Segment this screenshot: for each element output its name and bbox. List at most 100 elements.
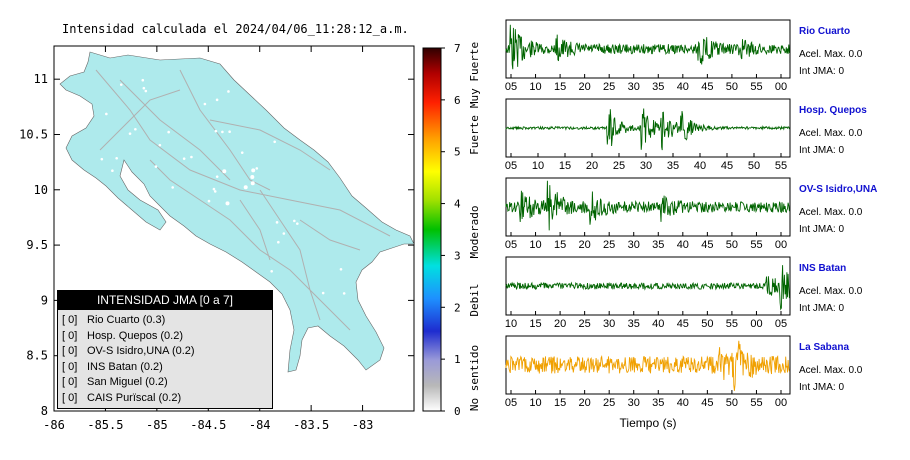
waveform-tick-label: 15 [554,81,566,93]
waveform-tick-label: 05 [505,239,517,251]
int-jma-label: Int JMA: 0 [799,224,844,235]
colorbar-tick-label: 2 [454,301,461,314]
waveform-tick-label: 20 [579,397,591,409]
city-marker [347,120,350,123]
city-marker [141,78,145,82]
waveform-tick-label: 50 [726,239,738,251]
map-y-tick-label: 9 [41,293,48,307]
waveform-tick-label: 30 [603,318,615,330]
waveform-tick-label: 05 [505,81,517,93]
waveform-tick-label: 05 [505,397,517,409]
waveform-panels: 05 10 15 20 25 30 35 40 45 50 55 00 Rio Cuarto Acel. … [505,19,877,409]
waveform-tick-label: 40 [694,160,706,172]
city-marker [342,292,346,295]
waveform-tick-label: 40 [677,397,689,409]
costa-rica-land [59,51,414,373]
intensity-colorbar: 7 6 5 4 3 2 1 0 Muy Fuerte Fuerte Moderado Debil No… [422,42,481,418]
waveform-trace [505,108,790,151]
colorbar-tick-label: 5 [454,146,461,159]
city-marker [138,248,142,252]
waveform-tick-label: 10 [532,160,544,172]
city-marker [304,108,307,112]
legend-item-level: [ 0] [62,376,78,389]
city-marker [128,132,132,135]
int-jma-label: Int JMA: 0 [799,145,844,156]
legend-item-label: CAIS Purïscal (0.2) [87,391,182,404]
waveform-xlabel: Tiempo (s) [620,416,677,430]
colorbar-category-label: Fuerte [468,115,481,155]
waveform-tick-label: 35 [652,397,664,409]
colorbar-category-label: Muy Fuerte [468,42,481,108]
waveform-tick-label: 30 [628,81,640,93]
map-y-tick-label: 9.5 [26,238,48,252]
map-x-tick-label: -83 [352,418,374,432]
map-title: Intensidad calculada el 2024/04/06_11:28… [62,22,409,36]
colorbar-tick-label: 6 [454,94,461,107]
waveform-trace [505,340,790,391]
station-name: INS Batan [799,263,846,274]
legend-item-level: [ 0] [62,314,78,326]
waveform-tick-label: 50 [701,318,713,330]
legend-item-level: [ 0] [62,391,78,404]
map-y-tick-label: 8 [41,404,48,418]
waveform-tick-label: 15 [559,160,571,172]
waveform-tick-label: 10 [505,318,517,330]
city-marker [255,167,259,170]
colorbar-tick-label: 4 [454,198,461,211]
waveform-tick-label: 20 [586,160,598,172]
accel-max-label: Acel. Max. 0.0 [799,49,863,60]
city-marker [212,263,216,266]
waveform-tick-label: 20 [579,81,591,93]
city-marker [100,245,104,248]
city-marker [243,185,248,190]
accel-max-label: Acel. Max. 0.0 [799,128,863,139]
city-marker [227,90,230,93]
legend-item-label: Hosp. Quepos (0.2) [87,329,183,342]
city-marker [115,156,118,160]
waveform-tick-label: 50 [726,81,738,93]
waveform-tick-label: 20 [579,239,591,251]
city-marker [269,95,273,99]
waveform-tick-label: 05 [775,318,787,330]
waveform-tick-label: 35 [667,160,679,172]
waveform-tick-label: 30 [628,397,640,409]
city-marker [190,155,193,159]
int-jma-label: Int JMA: 0 [799,382,844,393]
waveform-trace [505,24,790,70]
city-marker [144,89,148,93]
city-marker [251,168,256,173]
city-marker [158,261,162,265]
waveform-tick-label: 00 [775,81,787,93]
waveform-tick-label: 35 [628,318,640,330]
road-network [95,69,391,331]
legend-item-level: [ 0] [62,360,78,373]
city-marker [142,86,146,90]
city-marker [167,130,170,134]
colorbar-tick-label: 0 [454,405,461,418]
map-y-tick-label: 11 [34,72,48,86]
city-marker [111,169,114,172]
map-y-tick-label: 10.5 [19,127,48,141]
station-legend: INTENSIDAD JMA [0 a 7] [ 0] Rio Cuarto (0… [57,290,273,409]
waveform-tick-label: 00 [775,239,787,251]
map-y-tick-label: 10 [34,183,48,197]
legend-item: [ 0] INS Batan (0.2) [58,360,272,376]
waveform-tick-label: 55 [775,160,787,172]
city-marker [182,157,186,160]
city-marker [222,169,227,174]
colorbar-gradient [422,47,442,412]
accel-max-label: Acel. Max. 0.0 [799,286,863,297]
city-marker [214,129,218,133]
accel-max-label: Acel. Max. 0.0 [799,207,863,218]
city-marker [242,84,246,87]
waveform-panel: 05 10 15 20 25 30 35 40 45 50 55 00 OV-S Isidro,UNA A… [505,177,877,251]
waveform-tick-label: 05 [505,160,517,172]
waveform-tick-label: 15 [529,318,541,330]
legend-item-label: Rio Cuarto (0.3) [87,314,166,326]
legend-item: [ 0] Hosp. Quepos (0.2) [58,329,272,345]
waveform-tick-label: 00 [775,397,787,409]
city-marker [160,273,164,276]
city-marker [260,97,264,101]
waveform-panel: 10 15 20 25 30 35 40 45 50 55 00 05 INS Batan Acel. M… [505,256,863,330]
